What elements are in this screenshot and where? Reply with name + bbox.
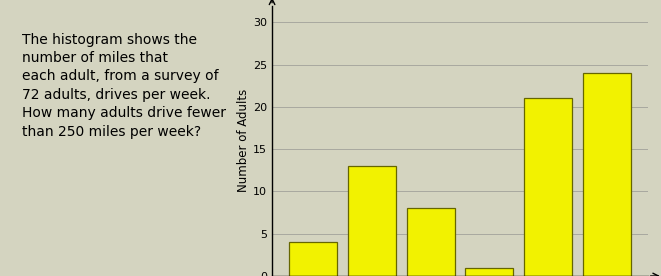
Bar bbox=[289, 242, 337, 276]
Bar bbox=[348, 166, 396, 276]
Text: The histogram shows the
number of miles that
each adult, from a survey of
72 adu: The histogram shows the number of miles … bbox=[22, 33, 226, 139]
Bar bbox=[407, 208, 455, 276]
Bar bbox=[524, 99, 572, 276]
Bar bbox=[465, 267, 514, 276]
Y-axis label: Number of Adults: Number of Adults bbox=[237, 89, 251, 192]
Bar bbox=[582, 73, 631, 276]
